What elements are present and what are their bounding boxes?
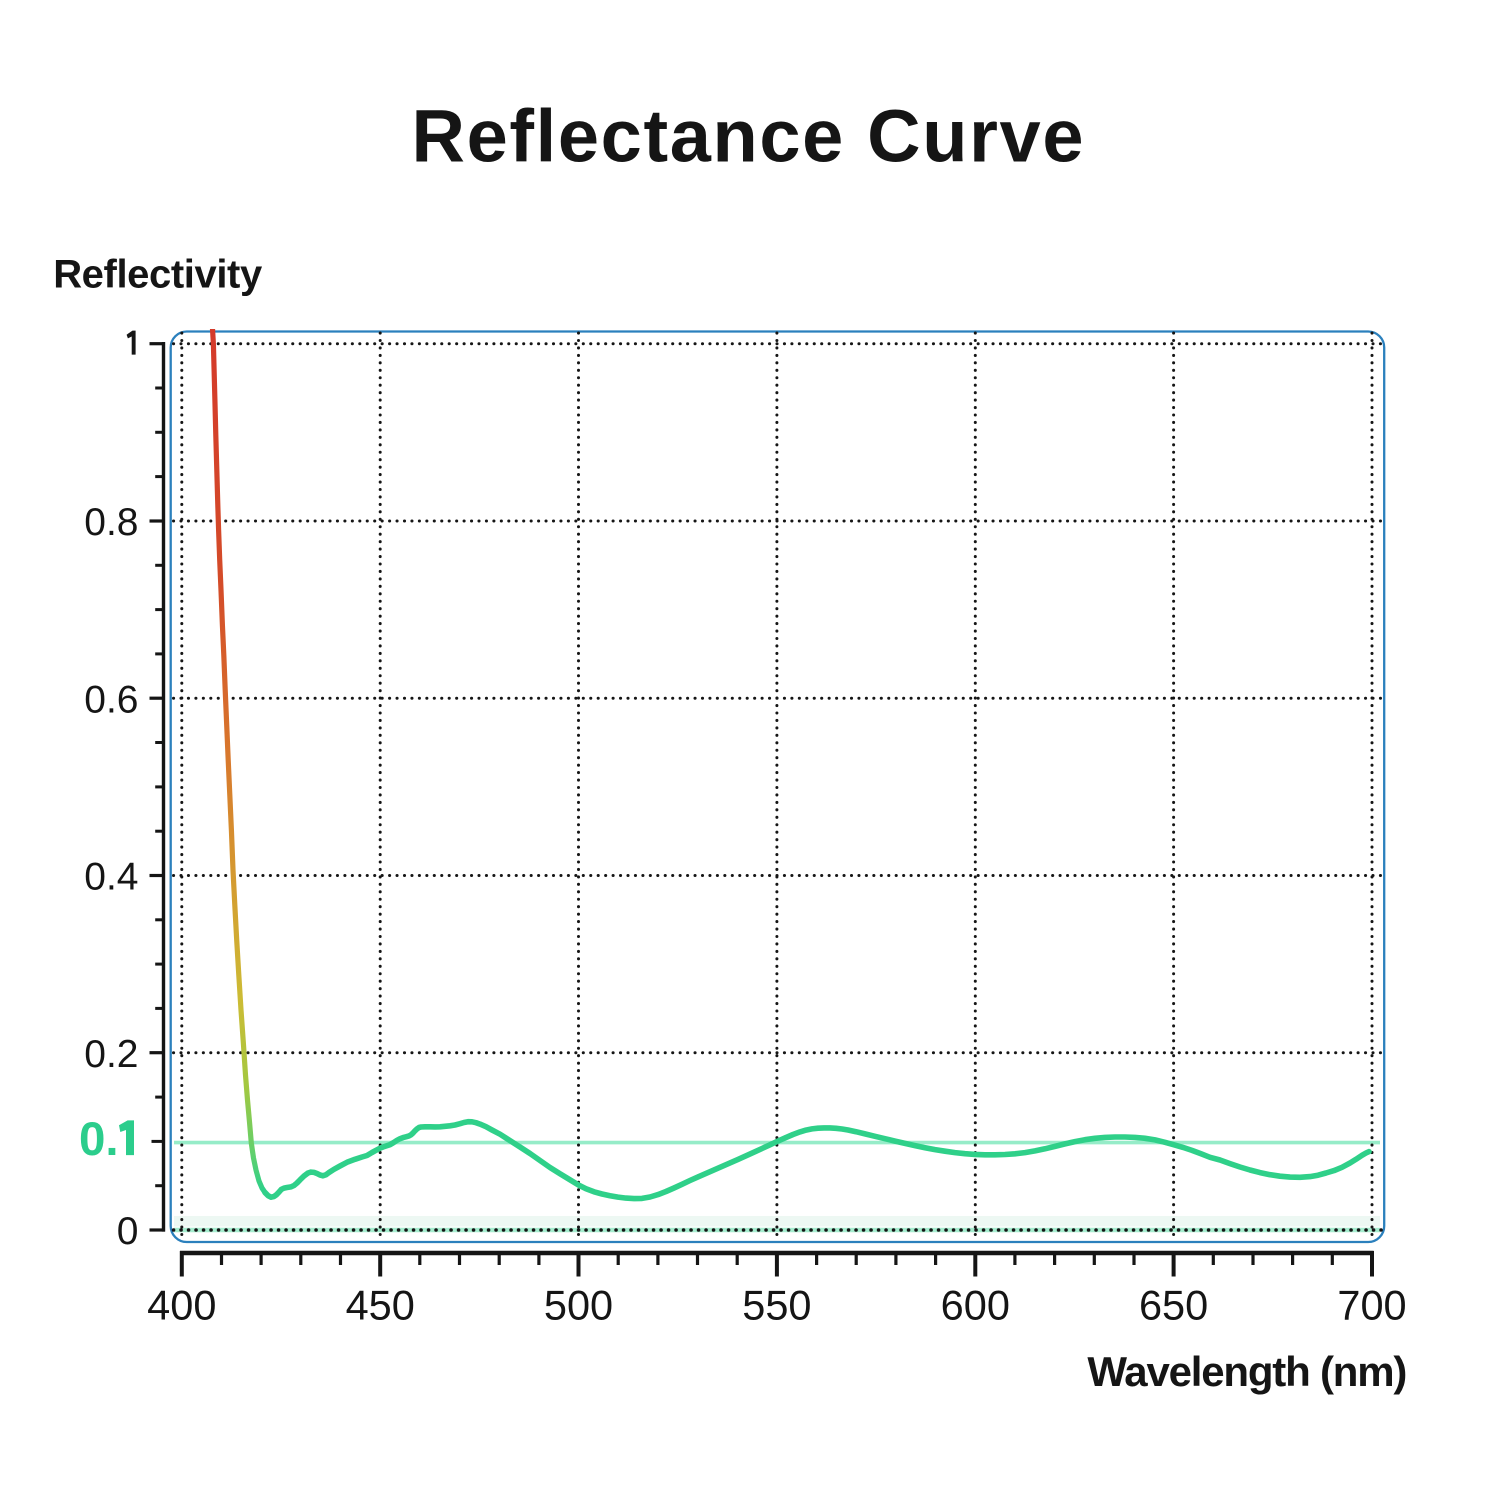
svg-text:0.4: 0.4 [84,856,138,899]
svg-text:0.2: 0.2 [84,1033,138,1076]
svg-text:450: 450 [346,1282,415,1329]
svg-text:500: 500 [544,1282,613,1329]
svg-text:0.: 0. [79,1113,119,1166]
svg-text:Wavelength (nm): Wavelength (nm) [1087,1348,1407,1395]
svg-text:Reflectance Curve: Reflectance Curve [412,95,1084,178]
svg-text:700: 700 [1337,1282,1406,1329]
svg-text:600: 600 [941,1282,1010,1329]
svg-text:550: 550 [742,1282,811,1329]
svg-text:400: 400 [147,1282,216,1329]
svg-text:Reflectivity: Reflectivity [53,253,263,297]
svg-text:0: 0 [117,1210,139,1253]
svg-text:0.6: 0.6 [84,678,138,721]
svg-text:0.8: 0.8 [84,501,138,544]
svg-text:650: 650 [1139,1282,1208,1329]
